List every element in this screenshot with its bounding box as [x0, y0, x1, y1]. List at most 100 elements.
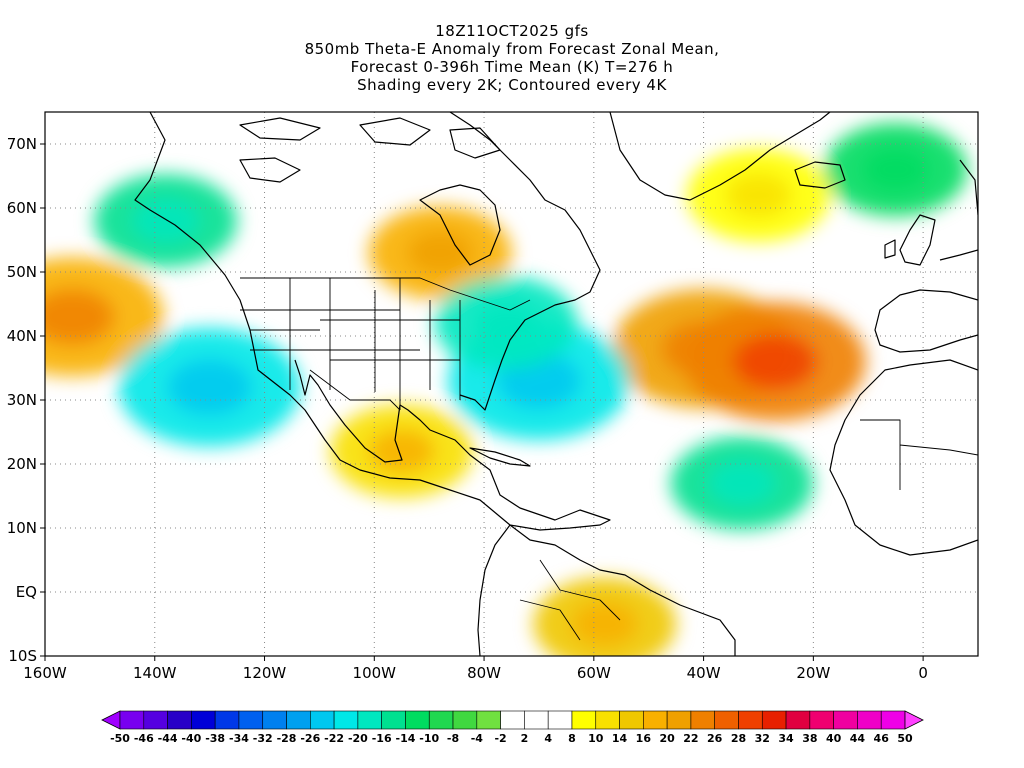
colorbar-swatch-13	[405, 710, 430, 730]
colorbar-label-6: -32	[253, 732, 273, 745]
colorbar-label-25: 26	[707, 732, 723, 745]
colorbar-label-26: 28	[731, 732, 746, 745]
colorbar-swatch-14	[428, 710, 454, 730]
y-axis: 70N 60N 50N 40N 30N 20N 10N EQ 10S	[7, 135, 45, 665]
colorbar-label-32: 46	[874, 732, 890, 745]
colorbar-label-2: -44	[158, 732, 178, 745]
colorbar-label-0: -50	[110, 732, 130, 745]
anomaly-core-6	[725, 173, 792, 218]
colorbar-swatch-28	[761, 710, 787, 730]
title-line-1: 18Z11OCT2025 gfs	[435, 22, 589, 40]
colorbar-swatch-29	[785, 710, 811, 730]
colorbar-swatch-19	[547, 710, 573, 730]
anomaly-core-3	[407, 230, 474, 275]
colorbar-swatch-23	[643, 710, 668, 730]
x-tick-label-2: 120W	[243, 664, 287, 682]
anomaly-core-2	[45, 288, 115, 345]
coastline-africa	[829, 359, 978, 556]
y-tick-label-1: 60N	[7, 199, 37, 217]
coastline-north-america	[134, 112, 611, 531]
colorbar-swatch-2	[143, 710, 168, 730]
colorbar-swatch-7	[262, 710, 287, 730]
grid-lines	[45, 112, 978, 656]
title-line-4: Shading every 2K; Contoured every 4K	[357, 76, 667, 94]
y-tick-label-8: 10S	[8, 647, 37, 665]
colorbar-swatch-31	[833, 710, 858, 730]
colorbar-swatch-16	[476, 710, 501, 730]
anomaly-core-11	[709, 461, 776, 506]
colorbar-label-17: 2	[521, 732, 529, 745]
colorbar-swatch-26	[714, 710, 739, 730]
colorbar-swatch-3	[167, 710, 192, 730]
colorbar-swatch-22	[619, 710, 644, 730]
colorbar-label-8: -26	[300, 732, 320, 745]
coastline-norway	[939, 159, 978, 261]
colorbar-swatch-30	[809, 710, 834, 730]
x-tick-label-8: 0	[918, 664, 928, 682]
colorbar-label-19: 8	[568, 732, 576, 745]
colorbar-swatch-10	[333, 710, 359, 730]
title-line-2: 850mb Theta-E Anomaly from Forecast Zona…	[304, 40, 720, 58]
colorbar-swatch-18	[524, 710, 549, 730]
colorbar-swatch-1	[119, 710, 145, 730]
colorbar-label-9: -22	[324, 732, 344, 745]
colorbar-label-30: 40	[826, 732, 842, 745]
x-tick-label-0: 160W	[23, 664, 67, 682]
coastline-greenland	[609, 112, 831, 201]
colorbar-label-28: 34	[778, 732, 794, 745]
y-tick-label-0: 70N	[7, 135, 37, 153]
y-tick-label-5: 20N	[7, 455, 37, 473]
anomaly-core-5	[368, 429, 435, 474]
plot-frame	[44, 111, 979, 657]
colorbar-label-21: 14	[612, 732, 628, 745]
colorbar-swatch-25	[690, 710, 715, 730]
y-tick-label-3: 40N	[7, 327, 37, 345]
colorbar-swatch-27	[738, 710, 763, 730]
colorbar-label-15: -4	[471, 732, 484, 745]
colorbar-swatch-12	[381, 710, 406, 730]
colorbar-label-7: -28	[277, 732, 297, 745]
colorbar-label-27: 32	[755, 732, 770, 745]
x-tick-label-6: 40W	[687, 664, 721, 682]
colorbar-swatch-6	[238, 710, 264, 730]
colorbar-swatch-24	[666, 710, 692, 730]
colorbar-label-31: 44	[850, 732, 866, 745]
colorbar-label-33: 50	[897, 732, 913, 745]
colorbar-swatch-4	[191, 710, 216, 730]
coastline-iberia	[874, 289, 978, 353]
colorbar-label-18: 4	[544, 732, 552, 745]
coastline-cuba	[469, 447, 531, 467]
colorbar-swatch-21	[595, 710, 620, 730]
anomaly-core-12	[862, 147, 929, 192]
x-axis: 160W 140W 120W 100W 80W 60W 40W 20W 0	[23, 656, 928, 682]
colorbar-swatch-15	[452, 710, 478, 730]
x-tick-label-4: 80W	[467, 664, 501, 682]
anomaly-core-9	[473, 301, 540, 346]
colorbar-arrow-low	[101, 710, 121, 730]
colorbar-swatch-8	[286, 710, 311, 730]
x-tick-label-7: 20W	[796, 664, 830, 682]
colorbar-label-11: -16	[372, 732, 392, 745]
colorbar-swatch-20	[571, 710, 597, 730]
title-line-3: Forecast 0-396h Time Mean (K) T=276 h	[350, 58, 674, 76]
colorbar-label-1: -46	[134, 732, 154, 745]
chart-title-block: 18Z11OCT2025 gfs 850mb Theta-E Anomaly f…	[0, 22, 1024, 94]
anomaly-core-7	[167, 359, 252, 416]
coastline-british-isles	[884, 214, 936, 266]
plot-area	[44, 111, 979, 657]
colorbar: -50 -46 -44 -40 -38 -34 -32 -28 -26 -22 -20 -16 -14-…	[101, 710, 924, 745]
coastline-arctic-islands	[239, 117, 501, 183]
colorbar-arrow-high	[904, 710, 924, 730]
colorbar-swatch-9	[310, 710, 335, 730]
colorbar-label-16: -2	[494, 732, 506, 745]
x-tick-label-3: 100W	[353, 664, 397, 682]
coastline-iceland	[794, 161, 846, 189]
colorbar-label-24: 22	[683, 732, 698, 745]
x-tick-label-5: 60W	[577, 664, 611, 682]
colorbar-swatch-32	[857, 710, 882, 730]
colorbar-label-23: 20	[659, 732, 675, 745]
national-borders	[240, 277, 978, 641]
y-tick-label-4: 30N	[7, 391, 37, 409]
colorbar-label-20: 10	[588, 732, 604, 745]
